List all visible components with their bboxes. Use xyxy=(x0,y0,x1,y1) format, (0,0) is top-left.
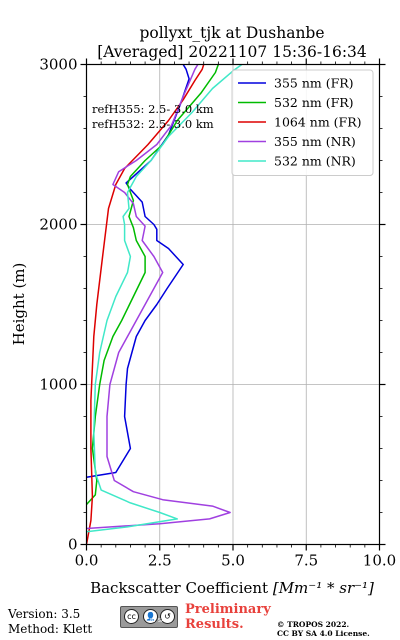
legend: 355 nm (FR) 532 nm (FR) 1064 nm (FR) 355 nm… xyxy=(231,69,374,176)
x-axis-label-text: Backscatter Coefficient xyxy=(90,579,273,597)
preliminary-notice: Preliminary Results. xyxy=(185,602,271,632)
legend-label: 532 nm (FR) xyxy=(274,95,354,110)
x-tick-label: 7.5 xyxy=(294,552,318,570)
x-axis-label-unit: [Mm⁻¹ * sr⁻¹] xyxy=(273,579,374,597)
copyright-line-2: CC BY SA 4.0 License. xyxy=(277,629,370,638)
cc-icon: cc xyxy=(124,609,139,624)
y-tick-label: 3000 xyxy=(39,56,77,74)
x-tick-label: 2.5 xyxy=(148,552,172,570)
x-tick-label: 10.0 xyxy=(363,552,396,570)
series-line-5 xyxy=(86,63,243,533)
chart-subtitle: [Averaged] 20221107 15:36-16:34 xyxy=(97,43,367,61)
annotation-refh532: refH532: 2.5- 3.0 km xyxy=(92,117,214,131)
legend-label: 1064 nm (FR) xyxy=(274,115,362,130)
by-icon: 👤 xyxy=(143,609,158,624)
series-line-4 xyxy=(86,64,231,530)
annotation-refh355: refH355: 2.5- 3.0 km xyxy=(92,102,214,116)
preliminary-line-2: Results. xyxy=(185,617,244,632)
y-tick-label: 2000 xyxy=(39,216,77,234)
y-tick-label: 0 xyxy=(68,536,78,554)
preliminary-line-1: Preliminary xyxy=(185,602,271,617)
copyright-notice: © TROPOS 2022. CC BY SA 4.0 License. xyxy=(277,620,370,638)
chart-title: pollyxt_tjk at Dushanbe xyxy=(139,24,324,42)
x-tick-label: 5.0 xyxy=(221,552,245,570)
cc-badge-subtext: BY SA xyxy=(150,618,165,624)
series-line-3 xyxy=(85,64,205,545)
copyright-line-1: © TROPOS 2022. xyxy=(277,620,350,629)
y-tick-label: 1000 xyxy=(39,376,77,394)
method-text: Method: Klett xyxy=(8,622,93,636)
cc-license-badge: cc 👤 ↺ xyxy=(120,606,178,628)
sa-icon: ↺ xyxy=(160,609,175,624)
legend-label: 355 nm (NR) xyxy=(274,134,356,149)
axis-ticks: 0.0 2.5 5.0 7.5 10.0 0 1000 2000 3000 xyxy=(39,56,396,570)
x-axis-label: Backscatter Coefficient [Mm⁻¹ * sr⁻¹] xyxy=(90,579,374,597)
version-text: Version: 3.5 xyxy=(8,607,81,621)
x-tick-label: 0.0 xyxy=(75,552,99,570)
legend-label: 355 nm (FR) xyxy=(274,76,354,91)
legend-box xyxy=(231,69,374,176)
legend-label: 532 nm (NR) xyxy=(274,154,356,169)
data-series xyxy=(85,63,243,545)
y-axis-label: Height (m) xyxy=(10,263,28,346)
footer-info: Version: 3.5 Method: Klett xyxy=(8,607,92,637)
